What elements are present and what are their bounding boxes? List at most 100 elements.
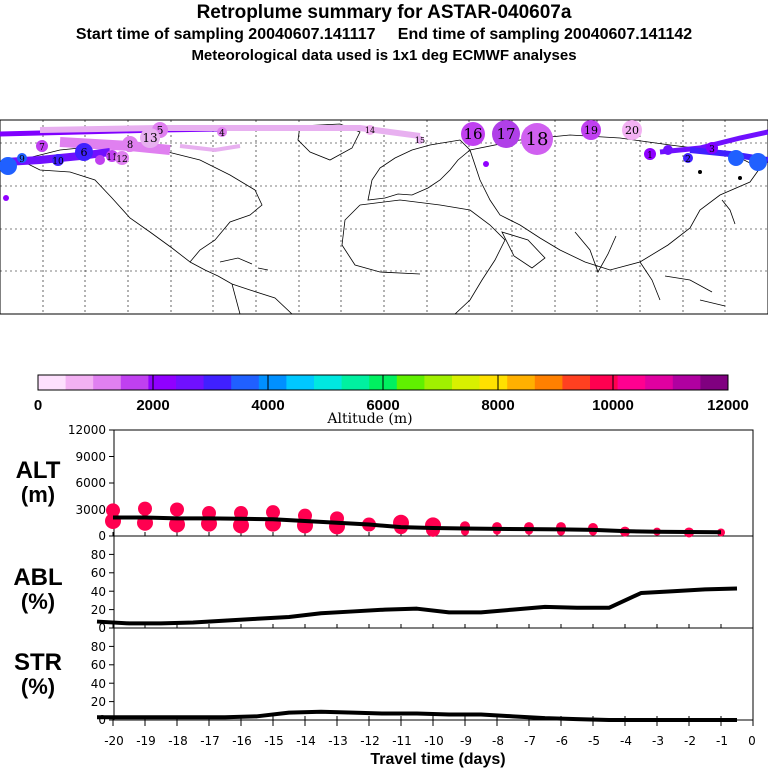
xtick--4: -4 [620,734,632,748]
plume-position-16 [461,122,485,146]
abl-y-ticks: 0 20 40 60 80 [91,548,106,635]
plume-day-label-2: 2 [685,155,691,165]
colorbar-swatch-11 [341,375,370,390]
colorbar-swatch-23 [672,375,701,390]
xtick--18: -18 [168,734,188,748]
plume-marker [728,150,744,166]
plume-day-label-12: 12 [116,155,127,165]
str-ytick-60: 60 [91,658,106,672]
alt-panel-label: ALT [16,457,61,484]
plume-marker [698,170,702,174]
colorbar-swatch-22 [645,375,674,390]
plume-position-10 [52,154,64,166]
panel-labels: ALT (m) ABL (%) STR (%) [13,457,62,699]
plume-day-label-18: 18 [526,129,549,150]
map-gridlines [0,120,768,314]
colorbar-swatch-21 [617,375,646,390]
colorbar-swatch-15 [452,375,481,390]
alt-plume-point [105,512,121,529]
sampling-times: Start time of sampling 20040607.141117 E… [0,26,768,44]
abl-ytick-20: 20 [91,603,106,617]
abl-ytick-40: 40 [91,585,106,599]
xtick--14: -14 [296,734,316,748]
xtick--15: -15 [264,734,284,748]
altitude-colorbar [37,374,729,391]
alt-ytick-0: 0 [98,529,106,543]
xtick--3: -3 [652,734,664,748]
alt-series-line [113,515,722,535]
alt-y-ticks: 0 3000 6000 9000 12000 [68,423,106,543]
colorbar-swatch-1 [65,375,94,390]
colorbar-swatch-10 [314,375,343,390]
str-ytick-0: 0 [98,713,106,727]
xtick--2: -2 [684,734,696,748]
colorbar-swatch-20 [590,375,619,390]
plume-day-label-13: 13 [142,131,157,145]
colorbar-tick-0: 0 [34,397,42,414]
plume-position-1 [644,148,656,160]
plume-day-label-3: 3 [709,145,715,155]
alt-plume-point [233,517,249,534]
str-ytick-80: 80 [91,640,106,654]
colorbar-swatch-4 [148,375,177,390]
alt-plume-point [266,505,280,520]
colorbar-tick-6000: 6000 [366,397,399,414]
xtick--5: -5 [588,734,600,748]
colorbar-swatch-24 [700,375,729,390]
colorbar-swatch-9 [286,375,315,390]
colorbar-swatch-7 [231,375,260,390]
panel-frames [113,429,754,721]
series-lines [96,515,738,722]
abl-panel-unit: (%) [21,589,55,614]
plume-day-label-14: 14 [365,126,375,135]
abl-ytick-80: 80 [91,548,106,562]
plume-position-2 [683,153,693,163]
colorbar-tick-10000: 10000 [592,397,634,414]
xtick--19: -19 [136,734,156,748]
plume-day-label-5: 5 [157,124,164,137]
colorbar-swatch-6 [203,375,232,390]
x-tick-labels: -20 -19 -18 -17 -16 -15 -14 -13 -12 -11 … [104,734,756,748]
colorbar-swatch-2 [93,375,122,390]
alt-ytick-9000: 9000 [75,450,106,464]
colorbar-label: Altitude (m) [326,411,412,427]
colorbar-swatch-3 [120,375,149,390]
xtick--7: -7 [524,734,536,748]
xtick--11: -11 [392,734,412,748]
xtick--8: -8 [492,734,504,748]
xtick--6: -6 [556,734,568,748]
plume-position-12 [115,151,129,165]
colorbar-tick-4000: 4000 [251,397,284,414]
colorbar-swatch-14 [424,375,453,390]
colorbar-tick-2000: 2000 [136,397,169,414]
xtick--20: -20 [104,734,124,748]
str-ytick-40: 40 [91,677,106,691]
alt-plume-point [234,506,248,521]
plume-day-label-4: 4 [219,129,225,139]
axis-tick-marks [109,429,754,726]
xtick--17: -17 [200,734,220,748]
plot-title: Retroplume summary for ASTAR-040607a [196,2,572,23]
plume-position-15 [416,136,424,144]
str-y-ticks: 0 20 40 60 80 [91,640,106,727]
plume-day-label-17: 17 [496,125,515,143]
colorbar-tick-8000: 8000 [481,397,514,414]
abl-ytick-60: 60 [91,566,106,580]
xtick--10: -10 [424,734,444,748]
xtick--13: -13 [328,734,348,748]
abl-ytick-0: 0 [98,621,106,635]
plume-day-label-6: 6 [81,146,88,159]
plume-marker [738,176,742,180]
plume-marker [95,155,105,165]
alt-panel-unit: (m) [21,482,55,507]
plume-marker [0,157,17,175]
colorbar-swatch-8 [258,375,287,390]
coastlines [18,123,761,314]
colorbar-swatch-19 [562,375,591,390]
alt-plume-point [138,501,152,516]
plume-position-6 [75,143,93,161]
alt-ytick-3000: 3000 [75,503,106,517]
plume-position-7 [36,140,48,152]
colorbar-tick-labels: 0 2000 4000 6000 8000 10000 12000 [34,397,749,414]
plume-position-18 [521,123,553,155]
